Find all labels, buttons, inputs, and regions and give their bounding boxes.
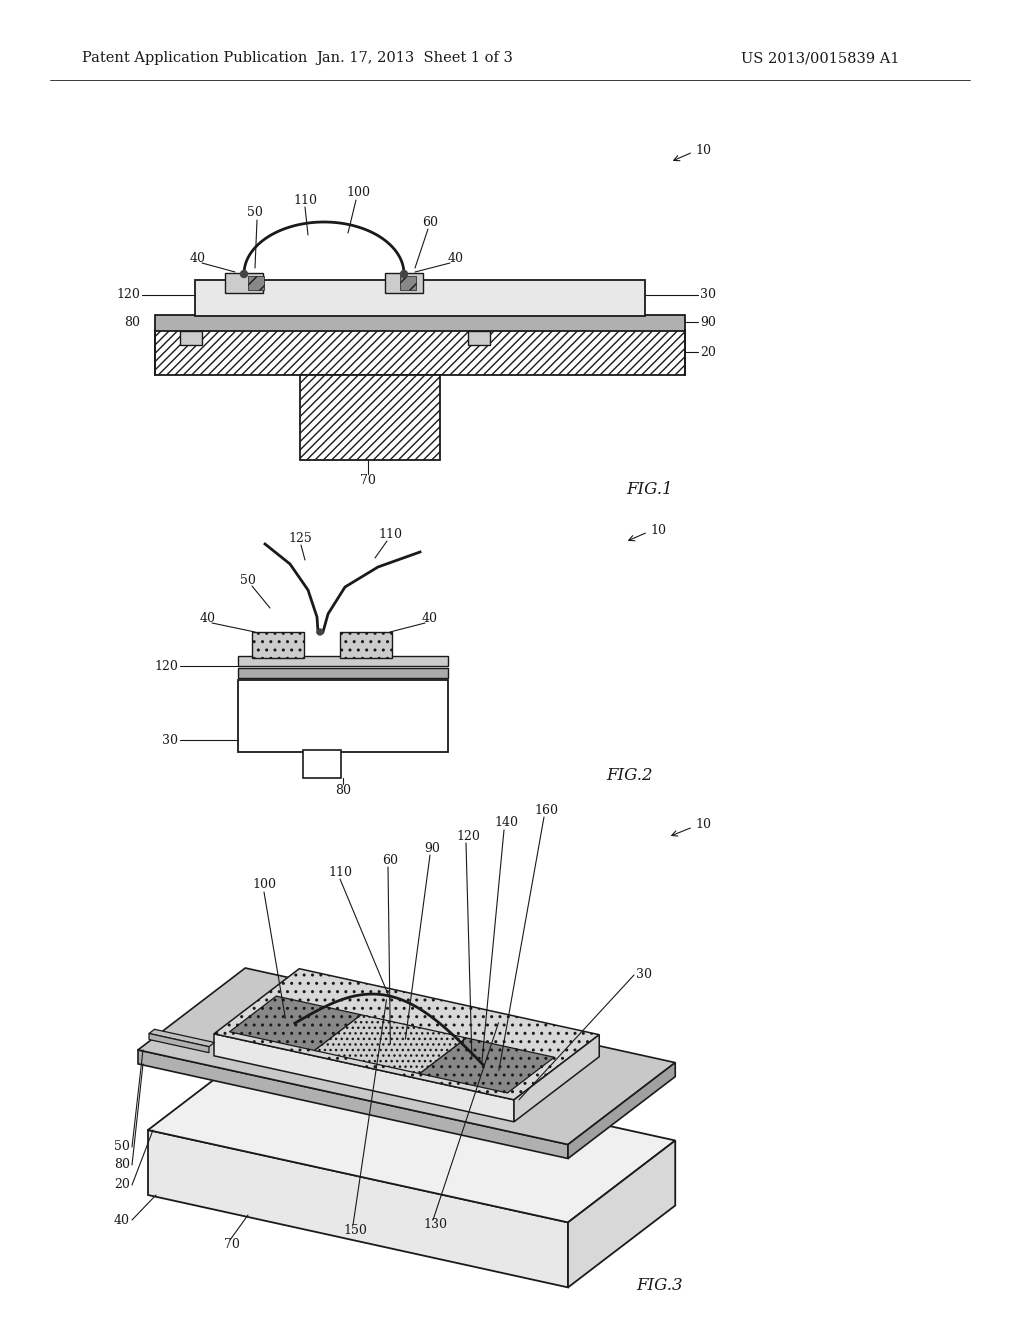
Text: 80: 80: [124, 315, 140, 329]
Text: 50: 50: [240, 573, 256, 586]
Bar: [180, 331, 202, 345]
Bar: [238, 656, 449, 667]
Bar: [238, 668, 449, 678]
Polygon shape: [150, 1034, 209, 1052]
Polygon shape: [568, 1140, 675, 1287]
Polygon shape: [150, 1030, 214, 1047]
Text: 70: 70: [360, 474, 376, 487]
Bar: [303, 750, 341, 777]
Text: 100: 100: [252, 879, 276, 891]
Polygon shape: [138, 968, 675, 1144]
Text: 80: 80: [335, 784, 351, 796]
Text: 120: 120: [456, 829, 480, 842]
Text: 150: 150: [343, 1224, 367, 1237]
Text: 30: 30: [700, 289, 716, 301]
Text: FIG.1: FIG.1: [627, 482, 674, 499]
Polygon shape: [148, 1048, 675, 1222]
Text: 120: 120: [155, 660, 178, 672]
Text: 80: 80: [114, 1159, 130, 1172]
Text: 110: 110: [328, 866, 352, 879]
Text: 40: 40: [449, 252, 464, 264]
Text: Patent Application Publication: Patent Application Publication: [82, 51, 307, 65]
Text: 30: 30: [636, 969, 652, 982]
Bar: [385, 273, 423, 293]
Text: 60: 60: [382, 854, 398, 866]
Polygon shape: [148, 1130, 568, 1287]
Bar: [155, 330, 685, 375]
Text: 40: 40: [422, 611, 438, 624]
Text: 130: 130: [423, 1218, 447, 1232]
Text: 50: 50: [247, 206, 263, 219]
Text: FIG.3: FIG.3: [637, 1276, 683, 1294]
Text: 20: 20: [114, 1179, 130, 1192]
Text: Jan. 17, 2013  Sheet 1 of 3: Jan. 17, 2013 Sheet 1 of 3: [316, 51, 513, 65]
Text: 50: 50: [114, 1140, 130, 1154]
Bar: [195, 280, 645, 315]
Polygon shape: [420, 1038, 554, 1093]
Polygon shape: [514, 1035, 599, 1122]
Text: 90: 90: [700, 315, 716, 329]
Polygon shape: [214, 1034, 514, 1122]
Text: 40: 40: [114, 1213, 130, 1226]
Bar: [468, 331, 490, 345]
Text: 10: 10: [695, 818, 711, 832]
Text: US 2013/0015839 A1: US 2013/0015839 A1: [740, 51, 899, 65]
Text: 60: 60: [422, 215, 438, 228]
Text: FIG.2: FIG.2: [606, 767, 653, 784]
Text: 10: 10: [695, 144, 711, 157]
Bar: [248, 276, 264, 290]
Text: 40: 40: [200, 611, 216, 624]
Bar: [238, 680, 449, 752]
Bar: [225, 273, 263, 293]
Bar: [300, 375, 440, 459]
Text: 90: 90: [424, 842, 440, 854]
Bar: [252, 632, 304, 657]
Text: 140: 140: [494, 817, 518, 829]
Text: 100: 100: [346, 186, 370, 199]
Bar: [155, 315, 685, 331]
Circle shape: [241, 271, 248, 277]
Text: 30: 30: [162, 734, 178, 747]
Polygon shape: [138, 1049, 568, 1159]
Text: 10: 10: [650, 524, 666, 536]
Text: 20: 20: [700, 346, 716, 359]
Polygon shape: [229, 997, 361, 1051]
Text: 70: 70: [224, 1238, 240, 1251]
Text: 110: 110: [378, 528, 402, 541]
Bar: [400, 276, 416, 290]
Polygon shape: [568, 1063, 675, 1159]
Bar: [340, 632, 392, 657]
Polygon shape: [214, 969, 599, 1100]
Circle shape: [317, 630, 323, 635]
Text: 120: 120: [116, 289, 140, 301]
Circle shape: [400, 271, 408, 277]
Polygon shape: [314, 1015, 466, 1073]
Text: 160: 160: [534, 804, 558, 817]
Text: 40: 40: [190, 252, 206, 264]
Text: 110: 110: [293, 194, 317, 206]
Text: 125: 125: [288, 532, 312, 544]
